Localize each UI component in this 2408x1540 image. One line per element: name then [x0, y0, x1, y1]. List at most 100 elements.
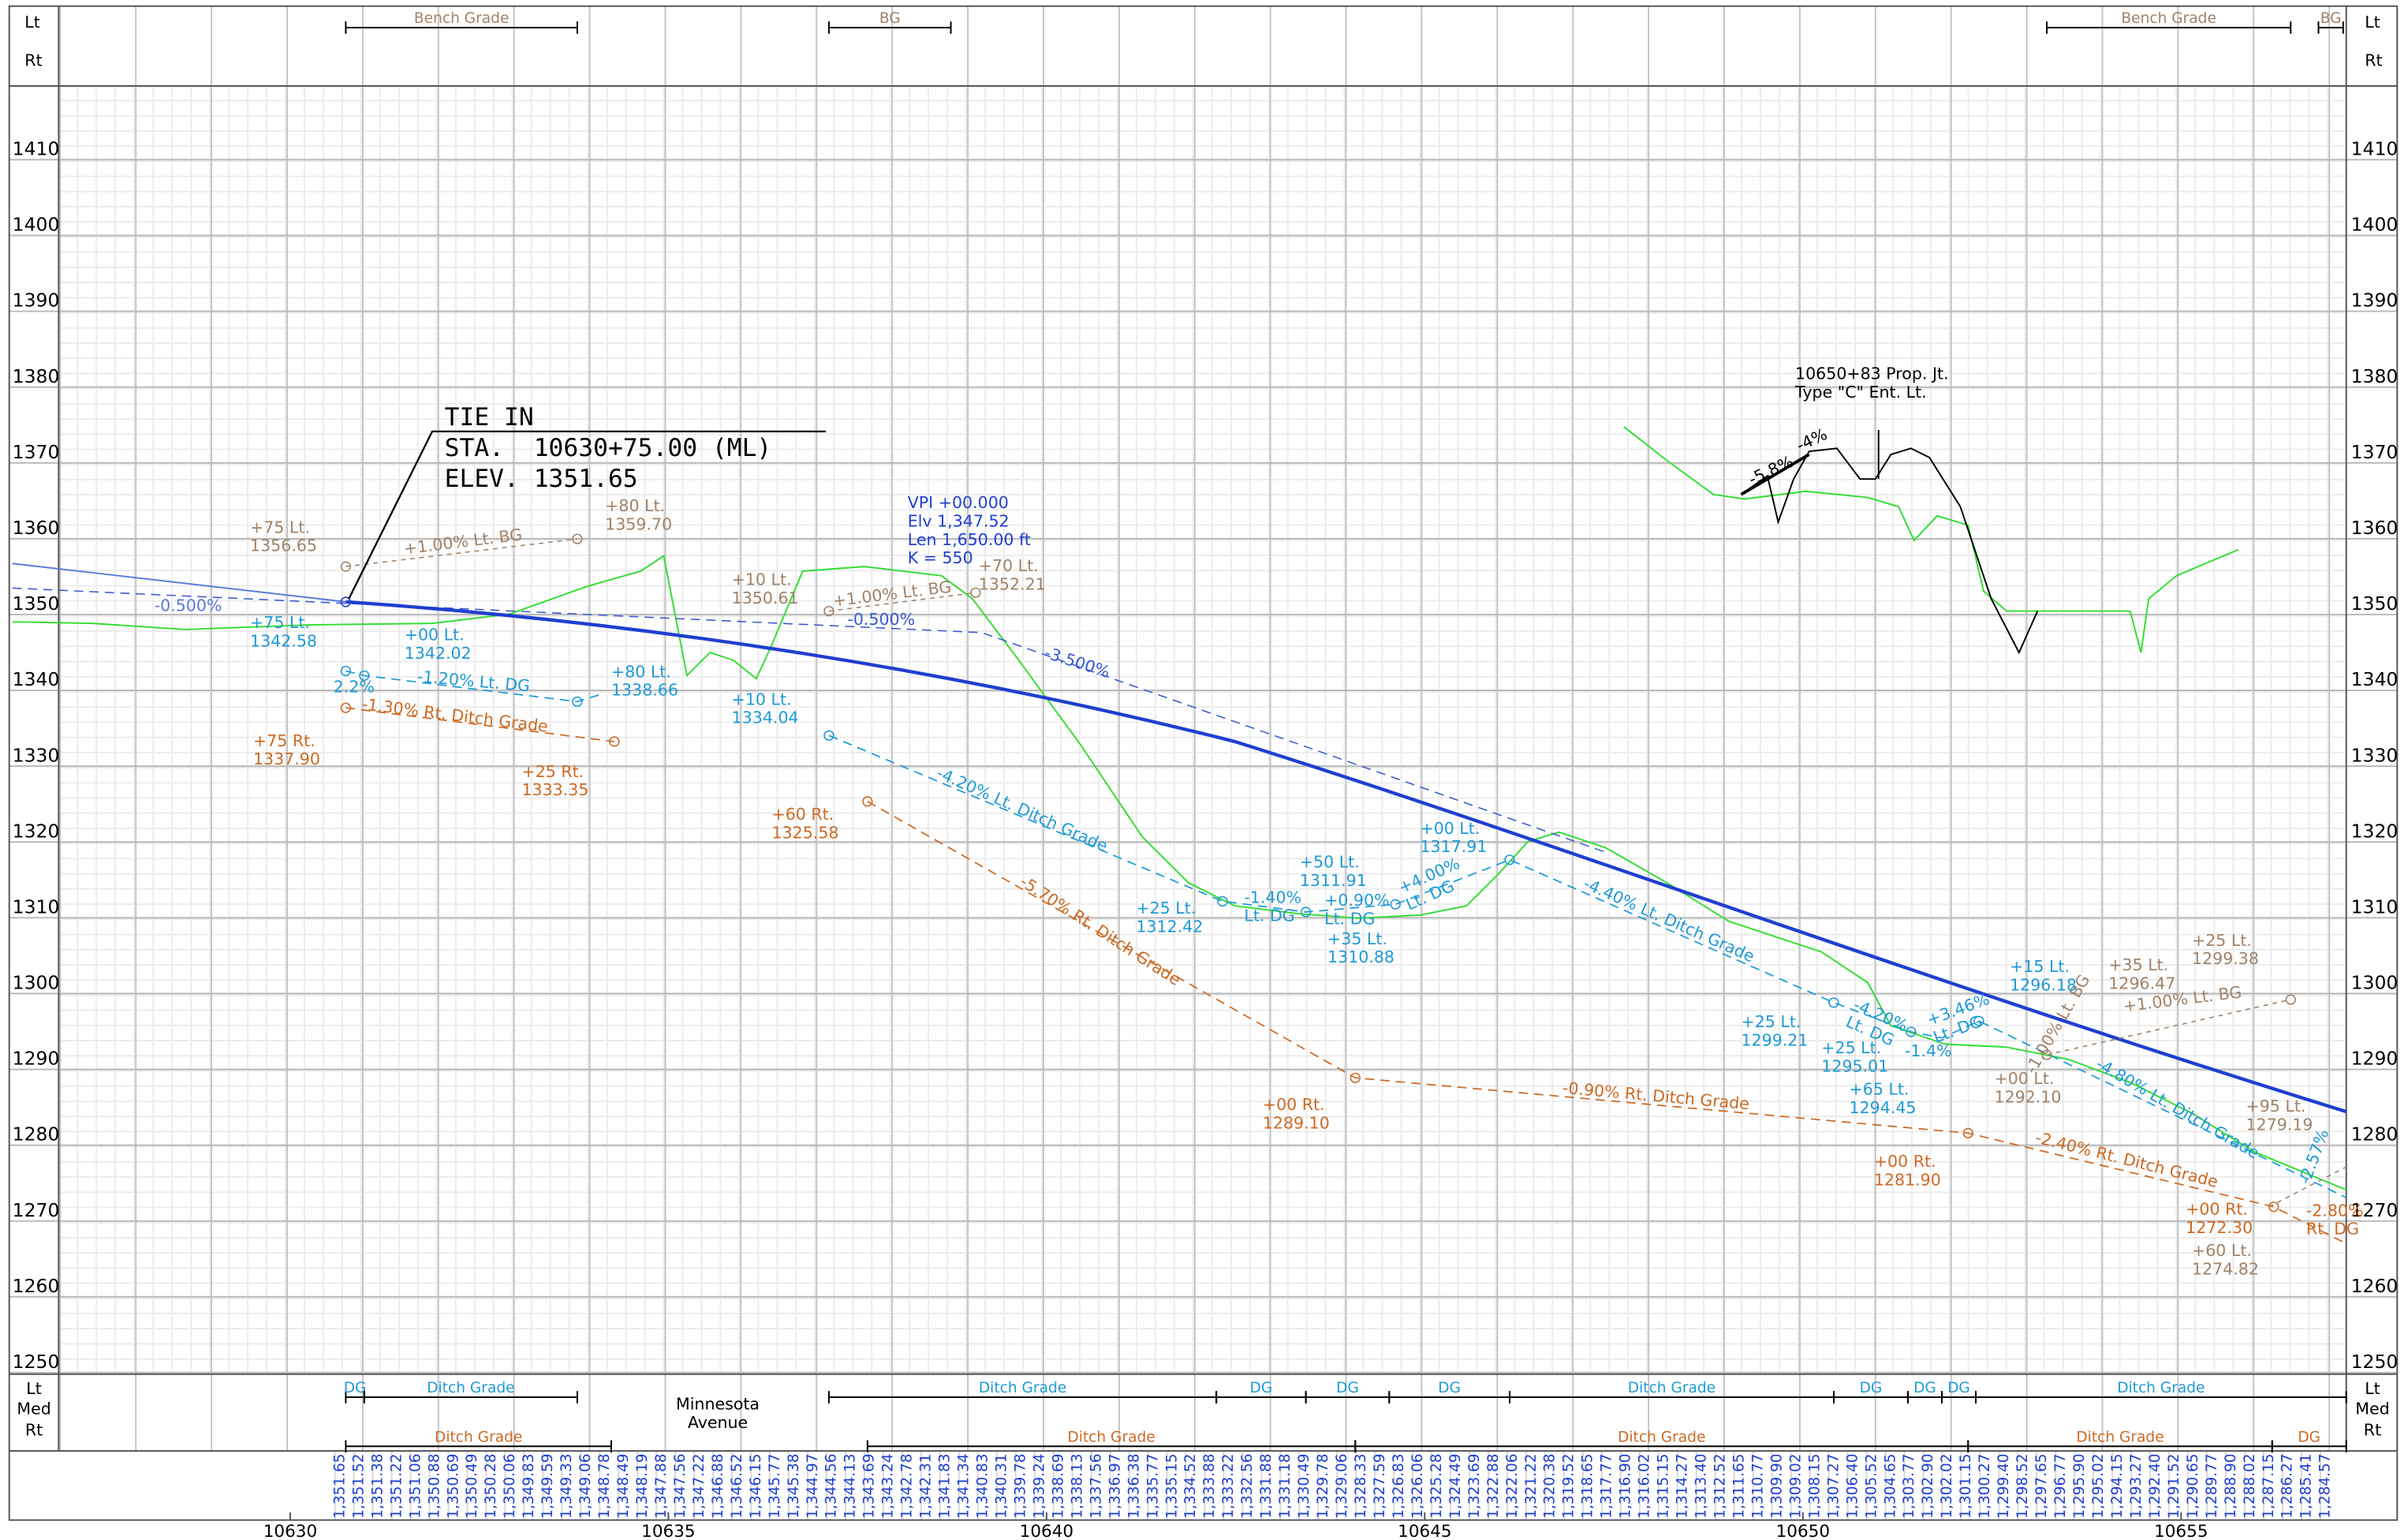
profile-elevation: 1,340.31 — [993, 1453, 1010, 1518]
profile-elevation: 1,345.38 — [786, 1453, 802, 1518]
annotation: 1279.19 — [2246, 1115, 2313, 1134]
elevation-label: 1290 — [2351, 1048, 2399, 1070]
annotation: +95 Lt. — [2246, 1097, 2306, 1116]
side-label: Rt — [25, 1421, 43, 1440]
annotation: +00 Lt. — [1420, 819, 1480, 838]
profile-elevation: 1,350.69 — [445, 1453, 461, 1518]
elevation-label: 1310 — [13, 896, 60, 918]
elevation-label: 1350 — [13, 592, 60, 615]
bench-grade — [345, 538, 2347, 1208]
elevation-label: 1300 — [2351, 972, 2399, 994]
profile-elevation: 1,299.40 — [1995, 1453, 2012, 1518]
annotation: -1.40% — [1244, 888, 1301, 906]
profile-elevation: 1,341.34 — [956, 1453, 973, 1518]
profile-elevation: 1,328.33 — [1353, 1453, 1369, 1518]
street: Avenue — [688, 1413, 748, 1432]
street: Minnesota — [676, 1395, 760, 1414]
profile-elevation: 1,351.22 — [388, 1453, 405, 1518]
point — [1217, 895, 1228, 907]
annotation: -0.500% — [155, 596, 222, 615]
profile-elevation: 1,314.27 — [1674, 1453, 1691, 1518]
annotation: +10 Lt. — [732, 570, 792, 589]
band-label: DG — [1438, 1380, 1461, 1396]
annotation: +00 Lt. — [1995, 1069, 2055, 1088]
annotation: 1292.10 — [1995, 1087, 2062, 1106]
profile-elevation: 1,324.49 — [1447, 1453, 1464, 1518]
bench-line — [345, 538, 578, 567]
elevation-label: 1320 — [13, 820, 60, 842]
profile-elevation: 1,343.24 — [880, 1453, 897, 1518]
profile-elevation: 1,326.83 — [1391, 1453, 1407, 1518]
elevation-label: 1380 — [2351, 365, 2399, 387]
annotation: +65 Lt. — [1850, 1080, 1910, 1099]
bench-line — [828, 592, 976, 612]
annotation: -1.30% Rt. Ditch Grade — [360, 694, 549, 736]
profile-elevation: 1,317.77 — [1599, 1453, 1615, 1518]
elevation-label: 1300 — [13, 972, 60, 994]
profile-elevation: 1,350.49 — [464, 1453, 480, 1518]
point — [359, 670, 370, 681]
profile-elevation: 1,297.65 — [2033, 1453, 2050, 1518]
band-label: BG — [879, 10, 901, 27]
lines — [12, 426, 2347, 1245]
tie-in: ELEV. 1351.65 — [445, 465, 638, 493]
annotation: +75 Lt. — [250, 518, 310, 536]
point — [2285, 994, 2296, 1005]
elevation-label: 1250 — [13, 1351, 60, 1373]
elevation-label: 1370 — [13, 441, 60, 463]
annotation: -5.8% — [1745, 452, 1796, 489]
profile-elevation: 1,351.65 — [331, 1453, 348, 1518]
profile-elevation: 1,347.22 — [691, 1453, 707, 1518]
point — [1906, 1026, 1917, 1037]
profile-elevation: 1,308.15 — [1806, 1453, 1823, 1518]
annotation: 1338.66 — [611, 681, 678, 700]
profile-elevation: 1,349.06 — [577, 1453, 594, 1518]
profile-elevation: 1,329.78 — [1315, 1453, 1331, 1518]
station-label: 10640 — [1020, 1522, 1073, 1540]
annotation: Rt. DG — [2306, 1220, 2359, 1239]
elevation-label: 1270 — [2351, 1199, 2399, 1221]
profile-elevation: 1,350.06 — [502, 1453, 518, 1518]
elevation-label: 1290 — [13, 1048, 60, 1070]
band-label: DG — [1947, 1380, 1970, 1396]
elevation-label: 1410 — [13, 138, 60, 160]
band-label: DG — [1250, 1380, 1273, 1396]
point — [1504, 854, 1515, 865]
annotation: +1.00% Lt. BG — [402, 525, 523, 558]
band-label: DG — [344, 1380, 367, 1396]
elevation-label: 1340 — [13, 668, 60, 690]
profile-elevation: 1,346.88 — [710, 1453, 726, 1518]
profile-elevation: 1,350.88 — [426, 1453, 442, 1518]
annotation: Lt. DG — [1244, 906, 1294, 925]
annotation: +25 Rt. — [521, 762, 584, 781]
annotation: +25 Lt. — [1136, 899, 1196, 918]
elevation-label: 1400 — [2351, 214, 2399, 236]
point — [823, 730, 834, 741]
profile-elevation: 1,344.97 — [805, 1453, 821, 1518]
profile-elevation: 1,303.77 — [1901, 1453, 1917, 1518]
point — [1350, 1072, 1361, 1083]
annotation: +75 Lt. — [250, 613, 310, 632]
profile-elevation: 1,310.77 — [1749, 1453, 1766, 1518]
station-label: 10655 — [2154, 1522, 2208, 1540]
elevation-label: 1330 — [2351, 744, 2399, 766]
profile-elevation: 1,298.52 — [2014, 1453, 2031, 1518]
points — [340, 533, 2296, 1213]
profile-elevation: 1,338.13 — [1069, 1453, 1085, 1518]
profile-elevation: 1,321.22 — [1523, 1453, 1540, 1518]
point — [862, 796, 873, 807]
annotation: 1310.88 — [1327, 948, 1394, 966]
annotation: 1334.04 — [732, 708, 799, 727]
profile-elevation: 1,306.40 — [1844, 1453, 1861, 1518]
profile-elevation: 1,289.77 — [2204, 1453, 2220, 1518]
annotation: Type "C" Ent. Lt. — [1794, 383, 1927, 402]
profile-elevation: 1,295.90 — [2071, 1453, 2088, 1518]
annotation: 1325.58 — [772, 824, 839, 843]
profile-elevation: 1,300.27 — [1977, 1453, 1993, 1518]
frame — [8, 5, 2399, 1521]
side-label: Rt — [2365, 51, 2382, 70]
profile-elevation: 1,284.57 — [2317, 1453, 2334, 1518]
annotation: 10650+83 Prop. Jt. — [1795, 364, 1949, 383]
point — [340, 665, 352, 677]
